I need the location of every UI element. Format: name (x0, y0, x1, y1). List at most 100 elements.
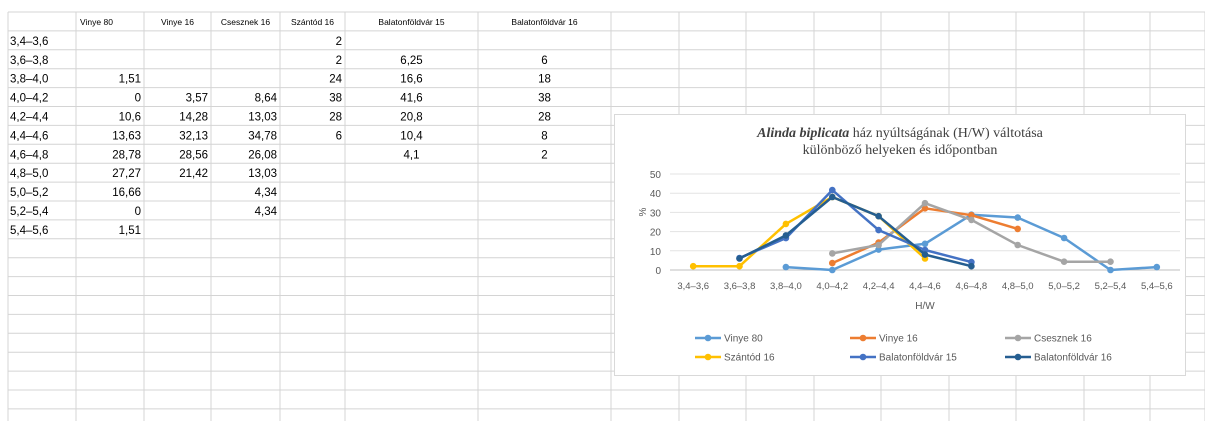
data-point[interactable] (968, 211, 975, 219)
data-cell[interactable]: 28 (538, 112, 551, 124)
row-label-cell[interactable]: 4,6–4,8 (10, 149, 48, 161)
data-cell[interactable]: 14,28 (179, 112, 208, 124)
data-cell[interactable]: 28,78 (112, 149, 141, 161)
data-point[interactable] (689, 262, 697, 270)
header-cell[interactable]: Vinye 16 (161, 17, 194, 27)
data-point[interactable] (829, 186, 836, 194)
data-cell[interactable]: 28,56 (179, 149, 208, 161)
data-point[interactable] (921, 240, 929, 248)
row-label-cell[interactable]: 4,4–4,6 (10, 130, 48, 142)
data-cell[interactable]: 8,64 (255, 93, 278, 105)
data-point[interactable] (1107, 258, 1114, 265)
header-cell[interactable]: Szántód 16 (291, 17, 334, 27)
data-point[interactable] (921, 205, 929, 212)
data-cell[interactable]: 8 (541, 130, 547, 142)
data-cell[interactable]: 27,27 (112, 168, 141, 180)
legend-label: Balatonföldvár 16 (1034, 353, 1112, 364)
data-cell[interactable]: 38 (538, 93, 551, 105)
data-cell[interactable]: 6,25 (400, 55, 422, 67)
row-label-cell[interactable]: 4,8–5,0 (10, 168, 48, 180)
data-cell[interactable]: 1,51 (119, 74, 141, 86)
data-point[interactable] (829, 266, 836, 274)
header-cell[interactable]: Balatonföldvár 16 (511, 17, 577, 27)
data-point[interactable] (1060, 258, 1068, 265)
data-point[interactable] (1014, 225, 1021, 233)
data-point[interactable] (875, 246, 882, 253)
row-label-cell[interactable]: 4,0–4,2 (10, 93, 48, 105)
header-cell[interactable]: Csesznek 16 (221, 17, 270, 27)
row-label-cell[interactable]: 3,8–4,0 (10, 74, 48, 86)
data-cell[interactable]: 10,4 (400, 130, 423, 142)
data-cell[interactable]: 1,51 (119, 225, 141, 237)
data-cell[interactable]: 2 (541, 149, 547, 161)
legend-item[interactable]: Balatonföldvár 15 (850, 353, 957, 364)
data-cell[interactable]: 34,78 (248, 130, 277, 142)
data-point[interactable] (736, 262, 743, 270)
data-cell[interactable]: 2 (336, 55, 342, 67)
data-point[interactable] (1153, 263, 1161, 271)
x-tick-label: 4,2–4,4 (863, 281, 895, 292)
data-cell[interactable]: 41,6 (400, 93, 422, 105)
data-cell[interactable]: 6 (336, 130, 342, 142)
data-cell[interactable]: 0 (135, 206, 141, 218)
data-point[interactable] (782, 232, 790, 239)
data-point[interactable] (875, 241, 882, 249)
legend-item[interactable]: Szántód 16 (695, 353, 775, 364)
data-cell[interactable]: 20,8 (400, 112, 422, 124)
data-point[interactable] (1107, 266, 1114, 274)
data-cell[interactable]: 3,57 (186, 93, 208, 105)
data-point[interactable] (921, 251, 929, 258)
data-cell[interactable]: 26,08 (248, 149, 277, 161)
header-cell[interactable]: Balatonföldvár 15 (378, 17, 444, 27)
line-chart[interactable]: Alinda biplicata ház nyúltságának (H/W) … (614, 114, 1186, 376)
data-point[interactable] (1014, 214, 1021, 221)
legend-item[interactable]: Csesznek 16 (1005, 334, 1092, 345)
data-cell[interactable]: 4,34 (255, 206, 278, 218)
data-point[interactable] (921, 199, 929, 207)
data-point[interactable] (782, 220, 790, 228)
row-label-cell[interactable]: 5,4–5,6 (10, 225, 48, 237)
data-cell[interactable]: 13,03 (248, 112, 277, 124)
data-point[interactable] (736, 255, 743, 262)
data-cell[interactable]: 21,42 (179, 168, 208, 180)
legend-item[interactable]: Balatonföldvár 16 (1005, 353, 1112, 364)
row-label-cell[interactable]: 3,6–3,8 (10, 55, 48, 67)
y-tick-label: 10 (650, 247, 662, 258)
data-point[interactable] (829, 259, 836, 267)
data-cell[interactable]: 13,63 (112, 130, 141, 142)
data-point[interactable] (968, 262, 975, 270)
data-point[interactable] (1014, 241, 1021, 249)
data-cell[interactable]: 2 (336, 36, 342, 48)
chart-title: Alinda biplicata ház nyúltságának (H/W) … (756, 126, 1044, 141)
data-point[interactable] (875, 212, 882, 220)
chart-canvas: Alinda biplicata ház nyúltságának (H/W) … (638, 126, 1180, 364)
data-cell[interactable]: 4,1 (404, 149, 420, 161)
legend-item[interactable]: Vinye 16 (850, 334, 918, 345)
data-point[interactable] (829, 193, 836, 201)
data-cell[interactable]: 16,6 (400, 74, 422, 86)
data-point[interactable] (1060, 234, 1068, 242)
legend-item[interactable]: Vinye 80 (695, 334, 763, 345)
data-cell[interactable]: 13,03 (248, 168, 277, 180)
data-point[interactable] (829, 250, 836, 257)
data-point[interactable] (968, 216, 975, 224)
data-cell[interactable]: 0 (135, 93, 141, 105)
data-point[interactable] (782, 263, 790, 271)
data-cell[interactable]: 24 (329, 74, 342, 86)
data-cell[interactable]: 4,34 (255, 187, 278, 199)
data-cell[interactable]: 16,66 (112, 187, 141, 199)
row-label-cell[interactable]: 3,4–3,6 (10, 36, 48, 48)
chart-title-line2: különböző helyeken és időpontban (803, 143, 998, 158)
data-cell[interactable]: 18 (538, 74, 551, 86)
row-label-cell[interactable]: 4,2–4,4 (10, 112, 49, 124)
row-label-cell[interactable]: 5,0–5,2 (10, 187, 48, 199)
header-cell[interactable]: Vinye 80 (80, 17, 113, 27)
data-cell[interactable]: 6 (541, 55, 547, 67)
row-label-cell[interactable]: 5,2–5,4 (10, 206, 49, 218)
data-cell[interactable]: 10,6 (119, 112, 141, 124)
data-point[interactable] (875, 226, 882, 234)
data-cell[interactable]: 32,13 (179, 130, 208, 142)
legend-label: Vinye 16 (879, 334, 918, 345)
data-cell[interactable]: 38 (329, 93, 342, 105)
data-cell[interactable]: 28 (329, 112, 342, 124)
